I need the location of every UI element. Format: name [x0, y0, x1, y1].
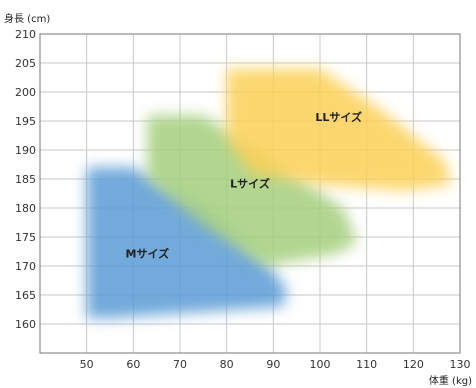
y-tick-label: 210: [15, 28, 36, 41]
x-tick-label: 110: [356, 358, 377, 371]
y-tick-label: 200: [15, 86, 36, 99]
y-tick-label: 160: [15, 318, 36, 331]
x-tick-label: 50: [80, 358, 94, 371]
y-tick-label: 180: [15, 202, 36, 215]
region-1: [147, 115, 358, 266]
region-label: Lサイズ: [230, 177, 270, 191]
x-tick-label: 80: [220, 358, 234, 371]
y-tick-label: 170: [15, 260, 36, 273]
region-0: [86, 167, 288, 319]
region-label: Mサイズ: [126, 246, 170, 260]
y-tick-label: 185: [15, 173, 36, 186]
region-2: [226, 68, 451, 191]
y-axis-title: 身長 (cm): [4, 12, 50, 25]
x-tick-label: 60: [126, 358, 140, 371]
x-tick-label: 90: [266, 358, 280, 371]
y-tick-label: 195: [15, 115, 36, 128]
x-tick-label: 70: [173, 358, 187, 371]
region-label: LLサイズ: [315, 110, 362, 124]
y-tick-labels: 160 165 170 175 180 185 190 195 200 205 210: [15, 28, 36, 331]
y-tick-label: 205: [15, 57, 36, 70]
y-tick-label: 165: [15, 289, 36, 302]
x-tick-label: 120: [403, 358, 424, 371]
plot-frame: [39, 33, 461, 354]
x-axis-title: 体重 (kg): [429, 374, 472, 387]
size-regions: [86, 68, 451, 319]
x-tick-label: 100: [310, 358, 331, 371]
y-tick-label: 175: [15, 231, 36, 244]
x-tick-labels: 50 60 70 80 90 100 110 120 130: [80, 358, 471, 371]
y-tick-label: 190: [15, 144, 36, 157]
x-tick-label: 130: [450, 358, 471, 371]
region-labels: Mサイズ Lサイズ LLサイズ: [126, 110, 362, 260]
